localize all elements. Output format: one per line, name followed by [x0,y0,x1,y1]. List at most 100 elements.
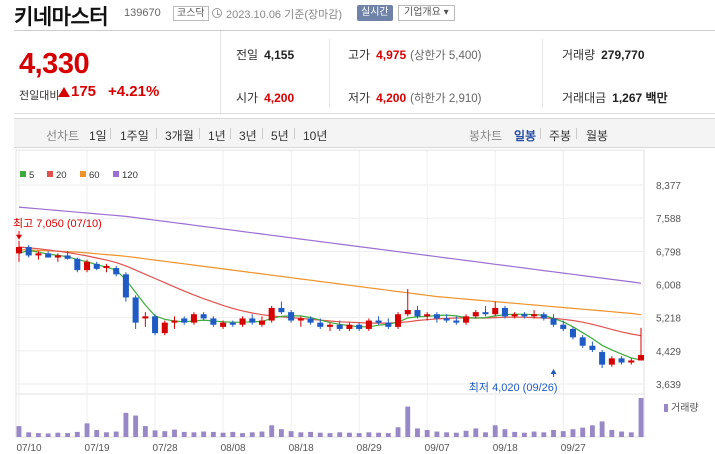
x-tick-label: 09/27 [561,443,586,454]
volume-bar [453,432,459,437]
y-tick-label: 5,218 [656,314,681,325]
y-tick-label: 6,008 [656,281,681,292]
legend-label: 20 [56,170,67,181]
volume-bar [415,428,420,437]
candle-chart-label: 봉차트 [469,129,503,143]
volume-value: 279,770 [601,48,645,62]
volume-bar [492,425,498,437]
amount-label: 거래대금 [562,91,607,105]
legend-label: 120 [122,170,138,181]
candle-body [589,345,596,350]
candle-body [336,324,343,329]
low-arrow-head [550,368,557,374]
y-tick-label: 3,639 [656,380,681,391]
candle-body [297,318,304,321]
x-tick-label: 07/28 [153,443,178,454]
volume-bar [308,431,313,437]
volume-bar [395,427,401,437]
volume-bar [240,433,245,437]
volume-legend-swatch [664,404,668,412]
candle-body [239,318,246,325]
change-value: 175 [71,83,97,100]
prev-close-label: 전일 [236,48,259,62]
volume-bar [337,432,343,437]
realtime-button[interactable]: 실시간 [357,5,393,21]
low-value: 4,200 [376,91,407,105]
volume-bar [36,433,41,437]
x-tick-label: 09/07 [425,443,450,454]
legend-swatch [20,171,26,177]
open-value: 4,200 [264,91,295,105]
x-tick-label: 08/18 [289,443,314,454]
volume-bar [142,426,148,437]
period-1y[interactable]: 1년 [208,129,226,143]
amount-value: 1,267 백만 [612,91,668,105]
x-tick-label: 07/19 [85,443,110,454]
divider [542,39,543,107]
volume-bar [376,432,382,437]
volume-bar [269,425,275,437]
candle-body [492,307,499,315]
volume-bar [288,431,294,437]
change-rate: +4.21% [108,83,160,100]
volume-bar [104,432,109,437]
period-3y[interactable]: 3년 [239,129,257,143]
change-label: 전일대비 [19,90,60,102]
candle-body [618,358,625,363]
candle-monthly[interactable]: 월봉 [586,129,609,143]
volume-bar [84,423,90,437]
candle-body [482,312,489,315]
volume-bar [444,432,450,437]
trade-amount: 거래대금 1,267 백만 [562,89,668,106]
ma20-line [18,246,642,337]
volume-bar [133,415,139,437]
volume-bar [172,429,177,437]
volume-bar [201,431,207,437]
candle-body [15,247,23,254]
candle-body [453,320,460,323]
moving-average-lines [18,206,642,361]
candle-daily[interactable]: 일봉 [514,129,537,143]
current-price: 4,330 [19,48,90,80]
candle-body [45,253,52,258]
volume-bar [45,433,51,437]
lower-limit: (하한가 2,910) [410,93,482,105]
y-tick-label: 4,429 [656,347,681,358]
divider [156,128,157,139]
candle-body [93,263,100,269]
current-price-box: 4,330 전일대비 175 +4.21% [14,31,221,113]
y-tick-label: 8,377 [656,181,681,192]
chart-toolbar: 선차트 1일 1주일 3개월 1년 3년 5년 10년 봉차트 일봉 주봉 월봉 [14,118,715,148]
ma120-line [18,206,642,284]
volume-bar [541,432,547,437]
candle-body [249,318,256,323]
candle-body [608,358,615,365]
candle-body [317,322,324,327]
x-tick-label: 09/18 [493,443,518,454]
y-tick-label: 6,798 [656,247,681,258]
candle-body [404,310,411,315]
high-value: 4,975 [376,48,407,62]
low-label: 저가 [348,91,371,105]
candle-body [560,324,567,329]
volume-label: 거래량 [562,48,596,62]
high-label: 고가 [348,48,371,62]
volume-bar [74,431,80,437]
candle-body [443,318,450,321]
period-1d[interactable]: 1일 [89,129,107,143]
candle-body [346,324,353,329]
candle-body [161,322,168,334]
candle-body [171,320,178,323]
period-1w[interactable]: 1주일 [120,129,149,143]
company-overview-button[interactable]: 기업개요 ▾ [398,5,455,21]
candle-body [278,307,285,313]
period-3m[interactable]: 3개월 [165,129,194,143]
volume-bar [162,431,168,437]
candle-body [540,314,547,319]
candle-weekly[interactable]: 주봉 [549,129,572,143]
period-10y[interactable]: 10년 [303,129,328,143]
volume-axis-label: 거래량 [671,402,699,414]
volume-bar [317,432,323,437]
period-5y[interactable]: 5년 [271,129,289,143]
stock-title: 키네마스터 [14,6,109,29]
